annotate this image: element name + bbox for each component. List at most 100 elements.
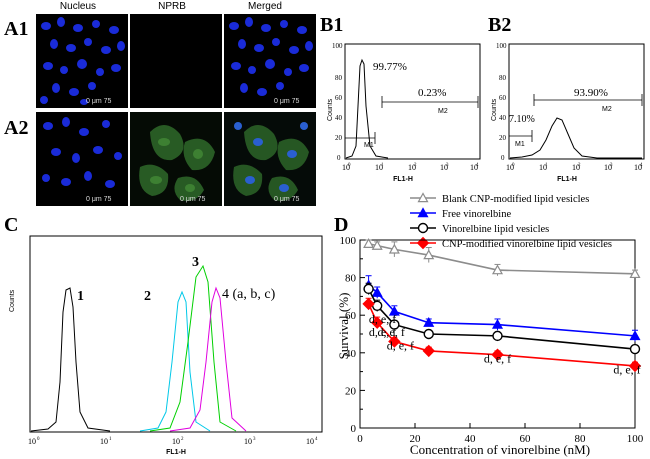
- curve-2: [139, 290, 211, 432]
- series-group: [362, 238, 642, 373]
- x-axis-label: FL1-H: [557, 176, 577, 183]
- curve-label-4: 4 (a, b, c): [222, 287, 276, 302]
- b2-m2-percent: 93.90%: [574, 87, 608, 99]
- series-4: [362, 297, 642, 373]
- x-ticks: 100 101 102 103 104: [506, 163, 643, 172]
- svg-text:10: 10: [470, 163, 478, 172]
- svg-text:10: 10: [440, 163, 448, 172]
- data-point: [416, 236, 430, 250]
- svg-text:40: 40: [499, 114, 507, 122]
- data-point: [492, 330, 503, 342]
- channel-label-merged: Merged: [248, 1, 282, 12]
- data-point: [423, 316, 435, 327]
- svg-text:0: 0: [37, 437, 40, 442]
- y-tick-label: 80: [345, 273, 357, 285]
- data-point: [491, 348, 504, 361]
- plot-frame: [29, 235, 323, 433]
- svg-text:4: 4: [640, 163, 643, 168]
- y-tick-label: 40: [345, 348, 357, 360]
- data-point: [388, 243, 400, 254]
- label-c: C: [4, 214, 19, 236]
- legend: Blank CNP-modified lipid vesicles Free vi…: [410, 192, 612, 250]
- data-point: [371, 239, 383, 250]
- x-tick-label: 40: [465, 433, 477, 445]
- svg-text:0: 0: [501, 154, 505, 162]
- svg-text:3: 3: [610, 163, 613, 168]
- annotation-label: d, e, f: [369, 312, 396, 326]
- annotations: d, e, fd, e, fd, e, fd, e, fd, e, fd, e,…: [369, 312, 641, 377]
- b1-m1-percent: 99.77%: [373, 61, 407, 73]
- x-axis-label: FL1-H: [393, 176, 413, 183]
- svg-text:40: 40: [335, 114, 343, 122]
- svg-text:60: 60: [335, 94, 343, 102]
- label-a2: A2: [4, 117, 29, 139]
- legend-entry: CNP-modified vinorelbine lipid vesicles: [442, 239, 612, 250]
- x-tick-label: 100: [627, 433, 644, 445]
- scale-bar-text: 0 μm 75: [86, 196, 112, 203]
- svg-text:0: 0: [512, 163, 515, 168]
- y-axis-label: Counts: [9, 289, 16, 312]
- gate-m2-label: M2: [438, 108, 448, 115]
- y-ticks: 0 20 40 60 80 100: [332, 42, 343, 162]
- svg-text:2: 2: [181, 437, 184, 442]
- svg-text:1: 1: [109, 437, 112, 442]
- data-point: [363, 283, 374, 295]
- merged-image: [229, 17, 313, 96]
- y-axis-label: Counts: [491, 98, 498, 121]
- x-tick-label: 60: [520, 433, 532, 445]
- svg-text:80: 80: [499, 74, 507, 82]
- x-tick-label: 20: [410, 433, 422, 445]
- svg-text:10: 10: [572, 163, 580, 172]
- b2-m1-percent: 7.10%: [509, 114, 535, 125]
- y-ticks: 0 20 40 60 80 100: [496, 42, 507, 162]
- annotation-label: d, e, f: [387, 338, 414, 352]
- data-point: [417, 207, 429, 218]
- data-point: [629, 330, 641, 341]
- channel-label-nprb: NPRB: [158, 1, 186, 12]
- data-point: [371, 286, 383, 297]
- svg-text:3: 3: [253, 437, 256, 442]
- x-tick-label: 80: [575, 433, 587, 445]
- micrograph-a2-nucleus: 0 μm 75: [36, 112, 128, 206]
- svg-text:3: 3: [446, 163, 449, 168]
- label-b2: B2: [488, 14, 512, 36]
- svg-text:10: 10: [28, 437, 36, 446]
- series-3: [363, 282, 641, 355]
- y-axis-label: Counts: [327, 98, 334, 121]
- y-tick-label: 20: [345, 385, 357, 397]
- plot-frame: [508, 43, 645, 160]
- curve-label-3: 3: [192, 255, 199, 270]
- svg-text:4: 4: [315, 437, 318, 442]
- svg-text:10: 10: [408, 163, 416, 172]
- data-point: [388, 305, 400, 316]
- data-point: [422, 344, 435, 358]
- svg-text:4: 4: [476, 163, 479, 168]
- annotation-label: d, e, f: [613, 363, 640, 377]
- b1-m2-percent: 0.23%: [418, 87, 446, 99]
- svg-text:10: 10: [100, 437, 108, 446]
- legend-entry: Blank CNP-modified lipid vesicles: [442, 194, 589, 205]
- channel-label-nucleus: Nucleus: [59, 1, 97, 12]
- x-tick-label: 0: [357, 433, 363, 445]
- svg-text:10: 10: [634, 163, 642, 172]
- x-ticks: 100 101 102 103 104: [342, 163, 479, 172]
- scale-bar-text: 0 μm 75: [86, 98, 112, 105]
- merged-image: [233, 122, 309, 201]
- curve-4: [169, 286, 247, 432]
- nprb-image: [139, 124, 215, 201]
- data-point: [362, 297, 375, 311]
- data-point: [371, 300, 383, 312]
- annotation-label: d, e, f: [369, 325, 396, 339]
- gate-m2-label: M2: [602, 106, 612, 113]
- plot-frame: [344, 43, 481, 160]
- y-axis-label: Survival (%): [336, 293, 351, 360]
- annotation-label: d, e, f: [484, 351, 511, 365]
- micrograph-a2-merged: 0 μm 75: [224, 112, 316, 206]
- survival-chart-d: Blank CNP-modified lipid vesicles Free vi…: [336, 192, 644, 457]
- series-2: [363, 275, 641, 342]
- curve-label-1: 1: [77, 289, 84, 304]
- data-point: [491, 318, 504, 329]
- data-point: [491, 264, 504, 275]
